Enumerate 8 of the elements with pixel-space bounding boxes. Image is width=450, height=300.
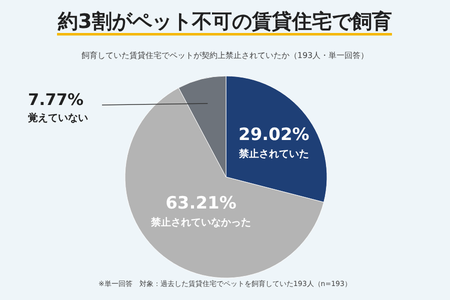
slice-label: 覚えていない [28,112,88,124]
chart-subtitle: 飼育していた賃貸住宅でペットが契約上禁止されていたか（193人・単一回答） [81,51,369,60]
data-label: 7.77% [28,90,84,109]
slice-label: 禁止されていなかった [150,216,251,229]
data-label: 29.02% [238,124,310,145]
chart-title: 約3割がペット不可の賃貸住宅で飼育 [57,9,392,33]
data-label: 63.21% [166,194,236,214]
slice-label: 禁止されていた [238,148,309,160]
